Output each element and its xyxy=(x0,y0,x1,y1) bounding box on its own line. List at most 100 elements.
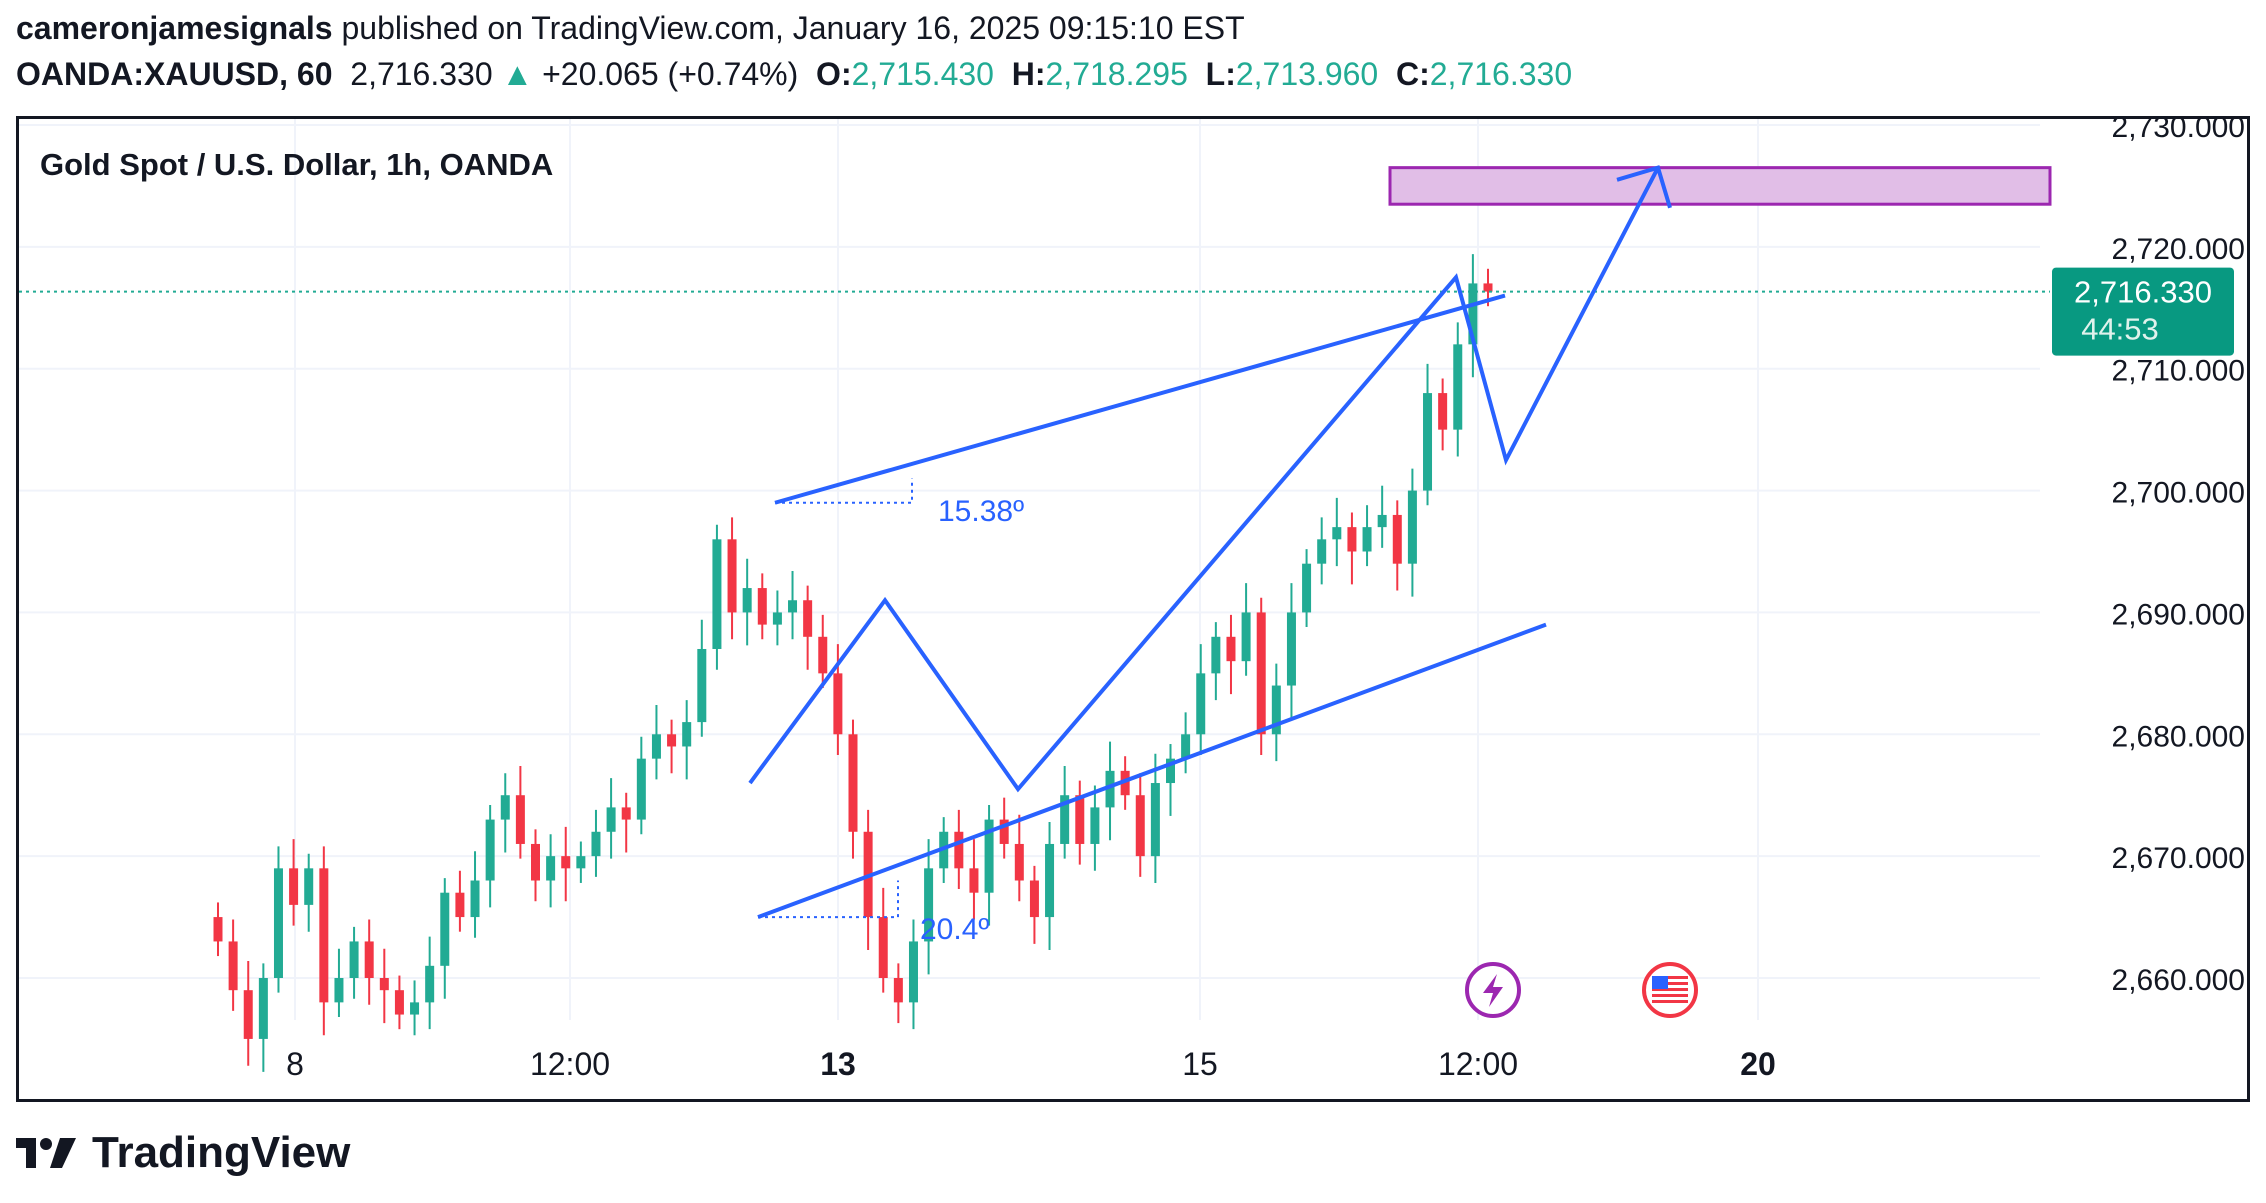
candle-body xyxy=(682,722,692,747)
price-label-box xyxy=(2052,267,2234,356)
projection-path xyxy=(748,166,1660,793)
x-tick-label: 13 xyxy=(820,1046,856,1082)
open-value: 2,715.430 xyxy=(851,56,994,92)
candle-body xyxy=(500,795,510,820)
flag-stripe xyxy=(1652,1000,1688,1003)
candle-body xyxy=(1483,283,1493,292)
candle-body xyxy=(1060,795,1070,844)
x-tick-label: 12:00 xyxy=(530,1046,610,1082)
angle-guide-lower xyxy=(758,880,899,919)
candle-body xyxy=(546,856,556,881)
last-price: 2,716.330 xyxy=(350,56,493,92)
candle-body xyxy=(1150,783,1160,857)
tradingview-logo-icon xyxy=(16,1138,76,1168)
candle-body xyxy=(636,758,646,820)
up-arrow-icon: ▲ xyxy=(501,56,534,92)
candle-body xyxy=(1302,563,1312,613)
candle-body xyxy=(1196,673,1206,735)
y-tick-label: 2,670.000 xyxy=(2112,842,2245,875)
high-label: H: xyxy=(1011,56,1046,92)
flag-stripe xyxy=(1652,988,1688,991)
candle-body xyxy=(697,648,707,723)
candle-body xyxy=(1377,514,1387,528)
x-tick-label: 20 xyxy=(1740,1046,1776,1082)
candle-body xyxy=(984,819,994,893)
candle-body xyxy=(788,600,798,613)
angle-label-upper: 15.38º xyxy=(938,495,1024,528)
published-text: published on TradingView.com, January 16… xyxy=(341,10,1245,46)
candle-body xyxy=(893,978,903,1003)
y-tick-label: 2,710.000 xyxy=(2112,355,2245,388)
quote-line: OANDA:XAUUSD, 60 2,716.330 ▲ +20.065 (+0… xyxy=(16,56,1572,93)
candle-body xyxy=(1166,758,1175,784)
candle-body xyxy=(818,636,828,674)
candle-body xyxy=(803,600,813,637)
flag-stripe xyxy=(1652,976,1688,979)
candle-body xyxy=(1438,393,1448,430)
candle-body xyxy=(1347,527,1357,552)
lightning-icon xyxy=(1483,974,1503,1007)
angle-label-lower: 20.4º xyxy=(920,913,989,946)
candle-body xyxy=(878,917,888,978)
candle-body xyxy=(1135,795,1145,857)
candle-body xyxy=(273,868,283,978)
candle-body xyxy=(999,819,1009,844)
candle-body xyxy=(1468,283,1478,345)
candle-body xyxy=(848,734,858,832)
candle-body xyxy=(1286,612,1296,686)
author-name[interactable]: cameronjamesignals xyxy=(16,10,333,46)
candle-body xyxy=(1090,807,1100,844)
candle-body xyxy=(1211,636,1221,674)
candle-body xyxy=(1392,514,1402,564)
candle-body xyxy=(576,856,586,869)
candle-body xyxy=(772,612,782,625)
y-tick-label: 2,690.000 xyxy=(2112,598,2245,631)
candle-body xyxy=(319,868,329,1003)
candle-body xyxy=(1105,770,1115,808)
low-label: L: xyxy=(1205,56,1236,92)
price-label: 2,716.330 xyxy=(2074,275,2212,310)
lower-trendline xyxy=(757,622,1547,919)
candle-body xyxy=(1014,843,1024,881)
countdown-label: 44:53 xyxy=(2081,312,2159,347)
x-tick-label: 12:00 xyxy=(1438,1046,1518,1082)
candle-body xyxy=(1362,527,1372,552)
candle-body xyxy=(1120,770,1130,796)
symbol-label: OANDA:XAUUSD, 60 xyxy=(16,56,333,92)
projection-arrowhead xyxy=(1616,165,1672,209)
brand-name: TradingView xyxy=(92,1128,351,1177)
candle-body xyxy=(394,990,404,1015)
flag-canton xyxy=(1652,976,1668,989)
candle-body xyxy=(243,990,253,1039)
candle-body xyxy=(954,831,964,869)
flag-stripe xyxy=(1652,982,1688,985)
candle-body xyxy=(969,868,979,893)
close-value: 2,716.330 xyxy=(1429,56,1573,92)
candle-body xyxy=(651,734,661,759)
candle-body xyxy=(621,807,631,820)
x-tick-label: 15 xyxy=(1182,1046,1218,1082)
candle-body xyxy=(470,880,480,918)
candle-body xyxy=(485,819,495,881)
candle-body xyxy=(1029,880,1039,918)
candle-body xyxy=(364,941,374,978)
y-tick-label: 2,720.000 xyxy=(2112,233,2245,266)
candle-body xyxy=(440,892,450,966)
candle-body xyxy=(908,941,918,1003)
candle-body xyxy=(1453,344,1463,430)
candle-body xyxy=(213,917,223,942)
candle-body xyxy=(334,978,344,1003)
candle-body xyxy=(228,941,238,991)
candle-body xyxy=(924,868,934,942)
high-value: 2,718.295 xyxy=(1045,56,1188,92)
candle-body xyxy=(1271,685,1281,735)
candle-body xyxy=(455,892,465,918)
candle-body xyxy=(742,588,752,613)
candle-body xyxy=(727,539,737,613)
candle-body xyxy=(606,807,616,832)
y-tick-label: 2,660.000 xyxy=(2112,964,2245,997)
open-label: O: xyxy=(816,56,852,92)
candle-body xyxy=(258,978,268,1039)
candle-body xyxy=(712,539,722,649)
